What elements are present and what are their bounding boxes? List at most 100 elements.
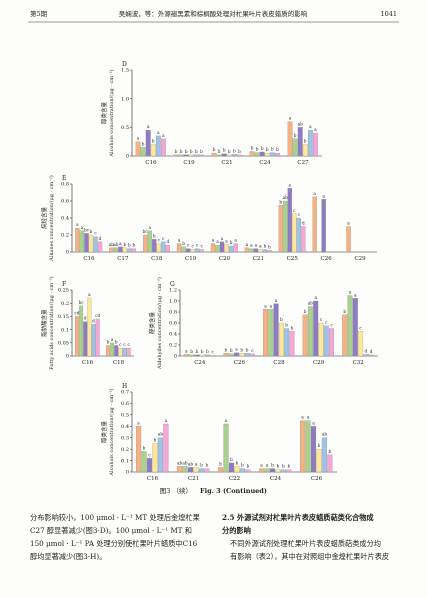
significance-label: d [365, 348, 368, 353]
y-tick-label: 0.3 [121, 435, 129, 441]
y-tick-label: 1.2 [169, 288, 177, 294]
running-title: 吴娴波，等：外源褪黑素和棕榈酸处理对杧果叶片表皮蜡质的影响 [119, 9, 308, 18]
bar [204, 468, 210, 473]
significance-label: b [200, 463, 203, 468]
bar [157, 437, 163, 473]
significance-label: a [301, 415, 304, 420]
bar [275, 469, 281, 473]
significance-label: c [94, 231, 97, 236]
panel-letter: G [170, 281, 175, 288]
significance-label: b [240, 347, 243, 352]
bar [183, 354, 189, 357]
significance-label: b [206, 463, 209, 468]
bar [368, 354, 374, 357]
significance-label: c [119, 342, 122, 347]
bar [346, 226, 351, 253]
bar [211, 153, 217, 157]
significance-label: c [162, 236, 165, 241]
significance-label: b [282, 464, 285, 469]
significance-label: a [88, 292, 91, 297]
bar [210, 243, 216, 253]
significance-label: d [370, 349, 373, 354]
bar [254, 152, 260, 157]
significance-label: a [270, 303, 273, 308]
bar [135, 141, 141, 157]
significance-label: c [298, 212, 301, 217]
bar [233, 243, 238, 253]
bar [286, 469, 292, 473]
x-tick-label: C19 [185, 256, 197, 262]
significance-label: b [228, 149, 231, 154]
significance-label: a [221, 236, 224, 241]
bar [218, 467, 224, 473]
y-tick-label: 0.2 [121, 447, 129, 453]
bar [79, 230, 85, 253]
significance-label: b [246, 347, 249, 352]
bar [267, 250, 272, 253]
bar [347, 295, 353, 357]
bar [244, 353, 250, 357]
bar [228, 462, 235, 473]
bar [307, 306, 313, 357]
x-tick-label: C16 [82, 360, 94, 366]
bar [95, 318, 100, 357]
x-tick-label: C28 [273, 360, 285, 366]
y-axis-title: 烷烃含量 [40, 207, 48, 230]
x-tick-label: C26 [321, 256, 333, 262]
x-tick-label: C24 [259, 160, 271, 166]
x-tick-label: C16 [145, 160, 157, 166]
significance-label: c [127, 342, 130, 347]
bar [199, 154, 204, 157]
significance-label: b [251, 145, 254, 150]
significance-label: b [142, 141, 145, 146]
significance-label: c [212, 349, 215, 354]
bar [194, 354, 200, 357]
significance-label: a [307, 415, 310, 420]
significance-label: b [271, 463, 274, 468]
bar [231, 154, 237, 157]
x-tick-label: C24 [194, 360, 206, 366]
y-tick-label: 0.2 [61, 233, 69, 239]
significance-label: ab [109, 242, 114, 247]
significance-label: c [158, 238, 161, 243]
y-tick-label: 0.8 [169, 310, 177, 316]
bar [114, 345, 119, 357]
bar [193, 467, 199, 473]
bar [122, 347, 127, 357]
x-tick-label: C17 [117, 256, 129, 262]
significance-label: b [318, 443, 321, 448]
bar [292, 213, 297, 253]
significance-label: a [275, 298, 278, 303]
significance-label: b [279, 199, 282, 204]
y-tick-label: 0 [66, 250, 69, 256]
significance-label: ab [177, 460, 182, 465]
significance-label: ab [298, 121, 303, 126]
bar [183, 154, 189, 157]
bar [181, 246, 186, 253]
y-tick-label: 0 [126, 154, 129, 160]
y-tick-label: 0.4 [121, 424, 129, 430]
significance-label: a [255, 243, 258, 248]
x-tick-label: C18 [151, 256, 163, 262]
significance-label: ab [322, 432, 327, 437]
bar [177, 466, 183, 473]
y-tick-label: 0.6 [61, 199, 69, 205]
bar [224, 244, 229, 253]
y-tick-label: 0.6 [169, 321, 177, 327]
bar [278, 322, 284, 357]
y-axis-title: Alkanes concentration/(μg · cm⁻²) [48, 175, 55, 262]
significance-label: b [329, 449, 332, 454]
bar [136, 426, 142, 473]
y-tick-label: 0.5 [121, 125, 129, 131]
y-tick-label: 0.4 [61, 216, 69, 222]
significance-label: b [343, 309, 346, 314]
significance-label: b [264, 243, 267, 248]
significance-label: a [289, 182, 292, 187]
bar [215, 245, 220, 253]
significance-label: a [178, 238, 181, 243]
bar [122, 247, 128, 253]
significance-label: b [268, 244, 271, 249]
bar [321, 437, 327, 473]
bar [284, 328, 290, 357]
